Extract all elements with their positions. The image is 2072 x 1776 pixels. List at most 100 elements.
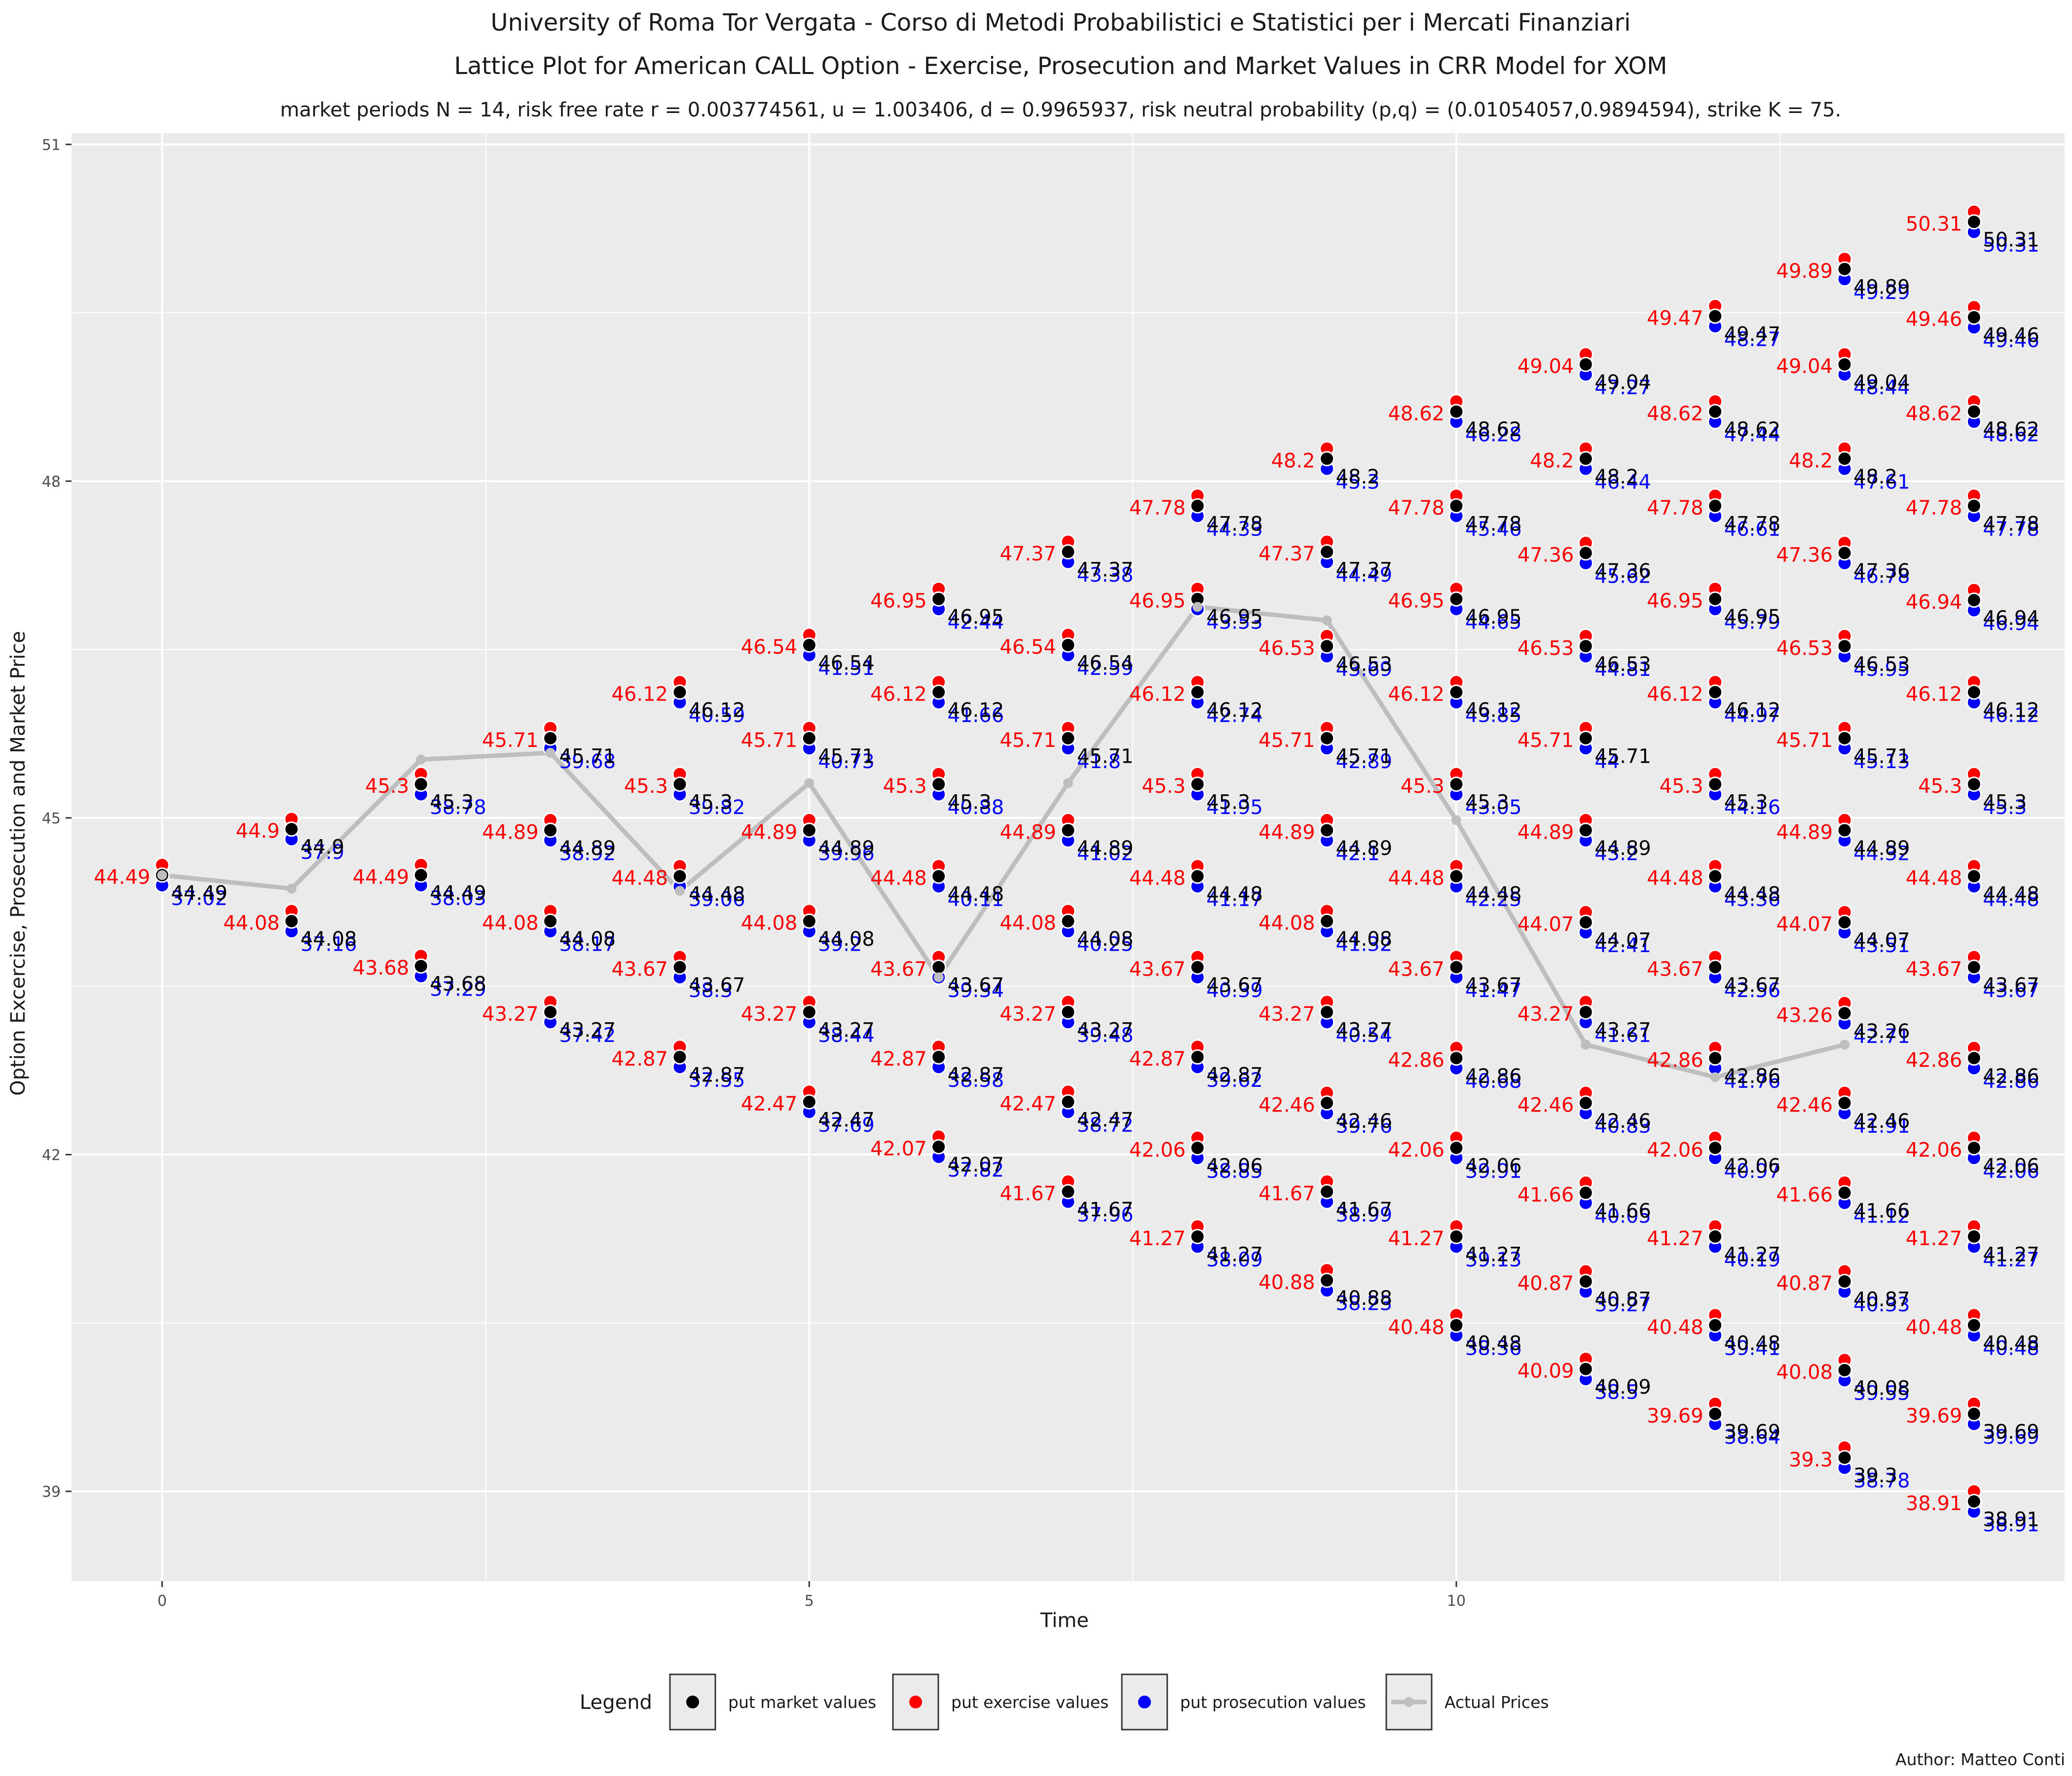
point-label: 40.54 (1336, 1024, 1393, 1047)
point (1448, 777, 1464, 792)
point-label: 47.36 (1853, 560, 1910, 583)
point-label: 41.02 (1077, 842, 1134, 865)
point-label: 45.79 (1724, 611, 1781, 634)
point-label: 42.89 (1336, 750, 1393, 773)
point-label: 42.46 (1517, 1094, 1574, 1116)
legend-title: Legend (580, 1691, 652, 1714)
point-label: 44.48 (1906, 867, 1962, 890)
point-label: 40.25 (1077, 933, 1134, 956)
point-label: 45.3 (430, 791, 474, 814)
point-label: 41.47 (1465, 979, 1522, 1002)
point-label: 46.44 (1594, 471, 1651, 493)
point-label: 40.05 (1594, 1205, 1651, 1227)
point-label: 44.49 (171, 882, 228, 905)
point-label: 44.89 (999, 821, 1056, 844)
point (1966, 309, 1982, 325)
point-label: 38.85 (1206, 1160, 1263, 1183)
point-label: 48.62 (1388, 403, 1444, 425)
point (1448, 959, 1464, 975)
point-label: 40.48 (1983, 1337, 2039, 1360)
point-label: 39.41 (1724, 1337, 1781, 1360)
point (1448, 1317, 1464, 1333)
point-label: 44.65 (1465, 611, 1522, 634)
point (1448, 404, 1464, 419)
point (1060, 637, 1076, 653)
point-label: 44.89 (1517, 821, 1574, 844)
point-label: 46.53 (1336, 653, 1393, 676)
point-label: 39.69 (1983, 1421, 2039, 1443)
point-label: 41.91 (1853, 1115, 1910, 1138)
point (1966, 592, 1982, 608)
point (1578, 357, 1593, 372)
point-label: 39.48 (1077, 1024, 1134, 1047)
point-label: 38.03 (430, 887, 486, 910)
point-label: 39.69 (1906, 1405, 1962, 1428)
point (1837, 261, 1852, 277)
point-label: 37.96 (1077, 1204, 1134, 1226)
point-label: 46.94 (1983, 612, 2039, 635)
point-label: 44.49 (1336, 564, 1393, 587)
point-label: 42.06 (1724, 1155, 1781, 1178)
point-label: 44.48 (1983, 888, 2039, 911)
point-label: 43.67 (611, 958, 668, 981)
point (543, 730, 558, 746)
point-label: 45.71 (1336, 745, 1393, 768)
point-label: 46.12 (948, 699, 1004, 722)
point-label: 47.44 (1724, 424, 1781, 446)
author-caption: Author: Matteo Conti (1895, 1750, 2065, 1769)
legend: Legend put market values put exercise valu… (580, 1673, 1549, 1731)
point-label: 40.88 (1336, 1287, 1393, 1310)
point-label: 46.12 (611, 683, 668, 706)
point-label: 38.64 (1724, 1426, 1781, 1448)
point-label: 44.08 (223, 912, 280, 935)
point-label: 44.08 (1258, 912, 1315, 935)
point-label: 49.29 (1853, 281, 1910, 304)
point-label: 43.85 (1465, 704, 1522, 727)
point-label: 38.58 (948, 1069, 1004, 1092)
x-axis-title: Time (1040, 1609, 1089, 1632)
point-label: 44.08 (300, 928, 357, 951)
point-label: 42.06 (1983, 1155, 2039, 1178)
point-label: 49.04 (1517, 355, 1574, 378)
point (1837, 822, 1852, 838)
point-label: 47.78 (1388, 497, 1444, 519)
point-label: 47.37 (1336, 559, 1393, 582)
point (1966, 1406, 1982, 1422)
point-label: 46.12 (1465, 699, 1522, 722)
point-label: 40.33 (1853, 1294, 1910, 1316)
point-label: 48.62 (1983, 424, 2039, 446)
point-label: 44.48 (948, 883, 1004, 906)
point-label: 43.26 (1776, 1004, 1833, 1027)
point-label: 46.12 (1983, 704, 2039, 727)
point-label: 44.89 (818, 837, 875, 860)
actual-price-point (1322, 615, 1332, 626)
point-label: 40.48 (1388, 1316, 1444, 1339)
point (1707, 684, 1723, 700)
point (1966, 959, 1982, 975)
point-label: 40.19 (1724, 1249, 1781, 1271)
point (931, 1139, 947, 1154)
point-label: 43.67 (1465, 974, 1522, 997)
point (1448, 1140, 1464, 1156)
point (1707, 308, 1723, 324)
point-label: 45.3 (1465, 791, 1509, 814)
point-label: 42.46 (1776, 1094, 1833, 1116)
point (1319, 913, 1335, 929)
point-label: 49.46 (1906, 308, 1962, 331)
point-label: 42.41 (1594, 934, 1651, 957)
point (1189, 959, 1205, 975)
actual-price-point (416, 754, 426, 765)
point (1707, 1229, 1723, 1245)
point-label: 44.89 (1776, 821, 1833, 844)
point-label: 44.81 (1594, 658, 1651, 681)
point-label: 42.06 (1206, 1155, 1263, 1178)
point-label: 43.05 (1465, 796, 1522, 819)
point-label: 47.78 (1129, 497, 1186, 519)
point-label: 43.67 (1388, 958, 1444, 981)
point-label: 37.29 (430, 978, 486, 1001)
y-tick-label: 51 (42, 137, 61, 154)
point-label: 45.3 (1660, 775, 1703, 798)
point (1837, 1095, 1852, 1111)
point (1189, 777, 1205, 792)
point-label: 45.3 (624, 775, 668, 798)
